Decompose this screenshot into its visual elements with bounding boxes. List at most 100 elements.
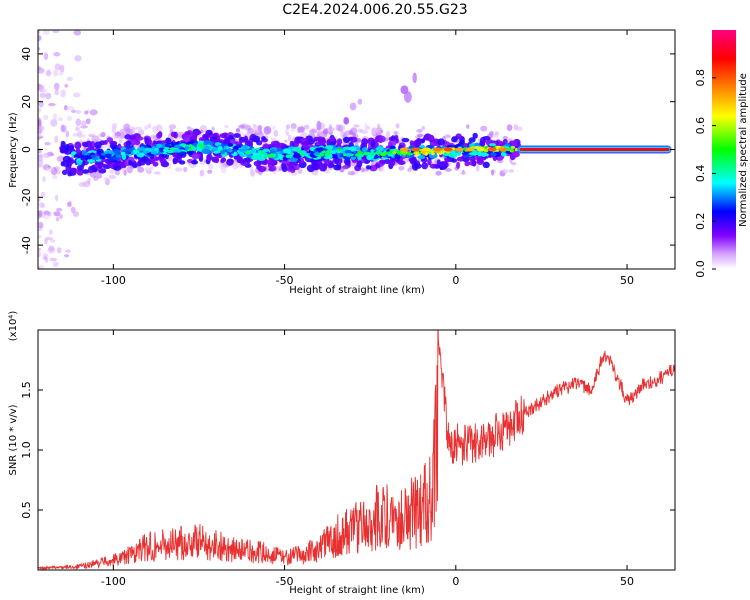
spectrogram-cell xyxy=(109,140,118,146)
spectrogram-cell xyxy=(412,72,417,84)
x-tick-label: -100 xyxy=(101,575,126,588)
spectrogram-cell xyxy=(285,131,290,136)
spectrogram-cell xyxy=(498,147,508,152)
spectrogram-cell xyxy=(286,124,290,130)
spectrogram-cell xyxy=(500,151,507,157)
spectrogram-cell xyxy=(357,151,364,154)
spectrogram-cell xyxy=(87,150,97,154)
spectrogram-cell xyxy=(316,120,322,131)
spectrogram-cell xyxy=(172,157,179,164)
spectrogram-cell xyxy=(249,133,257,142)
spectrogram-cell xyxy=(329,137,336,142)
spectrogram-cell xyxy=(214,156,220,164)
spectrogram-cell xyxy=(45,167,54,172)
spectrogram-cell xyxy=(223,146,228,150)
spectrogram-cell xyxy=(384,151,392,155)
spectrogram-cell xyxy=(195,130,202,135)
spectrogram-y-ticks: -40 -20 0 20 40 xyxy=(20,47,675,254)
spectrogram-cell xyxy=(184,146,189,151)
spectrogram-cell xyxy=(252,152,258,156)
colorbar-tick-label: 0.6 xyxy=(694,117,707,135)
spectrogram-cell xyxy=(270,137,277,141)
spectrogram-x-label: Height of straight line (km) xyxy=(289,285,425,296)
spectrogram-cell xyxy=(38,30,41,35)
spectrogram-cell xyxy=(459,139,466,145)
spectrogram-cell xyxy=(45,92,52,100)
spectrogram-cell xyxy=(66,115,73,122)
spectrogram-cell xyxy=(38,125,45,131)
spectrogram-cell xyxy=(238,150,244,155)
spectrogram-cell xyxy=(211,146,219,151)
spectrogram-cell xyxy=(191,153,199,160)
spectrogram-cell xyxy=(303,124,310,130)
spectrogram-cell xyxy=(81,150,87,156)
spectrogram-cell xyxy=(48,245,55,252)
spectrogram-cell xyxy=(357,128,363,133)
spectrogram-cell xyxy=(311,128,315,133)
spectrogram-cell xyxy=(476,158,485,166)
spectrogram-cell xyxy=(48,103,56,107)
spectrogram-cell xyxy=(340,125,346,132)
spectrogram-cell xyxy=(356,138,362,143)
spectrogram-cell xyxy=(326,149,331,153)
spectrogram-cell xyxy=(89,109,98,116)
spectrogram-cell xyxy=(67,170,73,177)
spectrogram-cell xyxy=(292,146,302,152)
spectrogram-cell xyxy=(133,151,138,155)
spectrogram-cell xyxy=(239,136,248,143)
spectrogram-cell xyxy=(395,123,400,129)
spectrogram-cell xyxy=(65,143,70,151)
spectrogram-cell xyxy=(287,134,292,143)
spectrogram-cell xyxy=(149,166,154,171)
spectrogram-cell xyxy=(85,157,89,160)
spectrogram-cell xyxy=(243,161,249,166)
spectrogram-cell xyxy=(238,148,246,152)
spectrogram-cell xyxy=(262,148,270,152)
spectrogram-cell xyxy=(349,136,358,143)
spectrogram-cell xyxy=(502,168,508,174)
spectrogram-cell xyxy=(199,169,205,177)
spectrogram-cell xyxy=(114,131,122,137)
spectrogram-cell xyxy=(192,158,197,164)
spectrogram-cell xyxy=(510,146,516,149)
snr-plot-area xyxy=(38,330,675,570)
spectrogram-cell xyxy=(161,153,167,159)
colorbar-tick-label: 0.2 xyxy=(694,212,707,230)
spectrogram-cell xyxy=(406,151,412,156)
spectrogram-cell xyxy=(38,164,44,168)
spectrogram-cell xyxy=(137,129,145,136)
spectrogram-cell xyxy=(506,124,513,132)
spectrogram-cell xyxy=(96,148,104,154)
spectrogram-cell xyxy=(335,124,341,132)
spectrogram-cell xyxy=(203,145,211,150)
spectrogram-cell xyxy=(444,134,451,139)
y-tick-label: 1.5 xyxy=(20,381,33,399)
spectrogram-cell xyxy=(322,128,329,135)
spectrogram-cell xyxy=(38,107,42,113)
spectrogram-cell xyxy=(334,146,344,150)
spectrogram-cell xyxy=(370,140,376,148)
spectrogram-cell xyxy=(263,126,272,135)
spectrogram-cell xyxy=(104,176,109,182)
spectrogram-cell xyxy=(38,119,42,127)
spectrogram-cell xyxy=(52,174,58,180)
spectrogram-cell xyxy=(490,152,497,157)
spectrogram-cell xyxy=(417,155,426,160)
spectrogram-cell xyxy=(72,92,81,98)
spectrogram-cell xyxy=(327,160,334,165)
spectrogram-cell xyxy=(156,132,162,139)
snr-x-ticks: -100 -50 0 50 xyxy=(101,330,634,588)
spectrogram-cell xyxy=(389,145,396,150)
spectrogram-cell xyxy=(297,167,303,174)
spectrogram-cell xyxy=(89,145,95,152)
spectrogram-cell xyxy=(49,229,53,235)
spectrogram-cell xyxy=(111,123,118,129)
spectrogram-cell xyxy=(375,145,384,152)
spectrogram-cell xyxy=(197,147,202,152)
spectrogram-cell xyxy=(451,136,458,143)
spectrogram-cell xyxy=(144,125,149,131)
spectrogram-cell xyxy=(443,147,453,152)
spectrogram-cell xyxy=(44,238,48,245)
spectrogram-cell xyxy=(421,125,426,131)
spectrogram-cell xyxy=(113,165,122,171)
